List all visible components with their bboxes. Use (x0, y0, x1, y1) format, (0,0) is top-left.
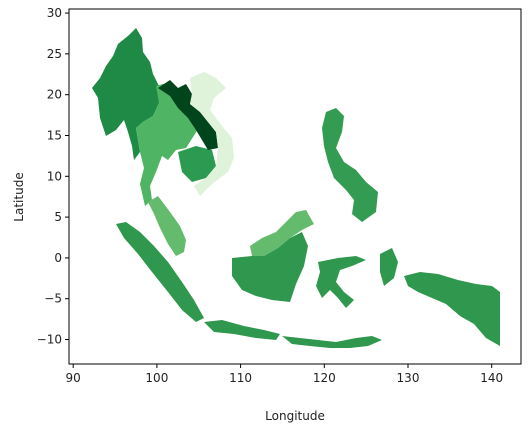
y-tick-label: 0 (54, 251, 62, 265)
region-malaysia-borneo (250, 210, 314, 256)
y-tick-label: 30 (47, 6, 62, 20)
region-papua (404, 272, 500, 346)
plot-axes: 90 100 110 120 130 140 −10 −5 0 5 10 15 20 25 30 Long… (12, 6, 522, 423)
y-axis-label: Latitude (12, 172, 26, 221)
y-tick-label: 15 (47, 128, 62, 142)
y-tick-label: −10 (37, 333, 62, 347)
region-vietnam (190, 72, 234, 196)
plot-frame (68, 8, 522, 365)
y-tick-label: 25 (47, 47, 62, 61)
x-tick-label: 110 (229, 371, 252, 385)
region-indonesia-kalimantan (232, 232, 308, 302)
region-indonesia-sumatra (116, 222, 204, 322)
x-tick-label: 100 (145, 371, 168, 385)
region-philippines (322, 108, 378, 222)
x-axis-label: Longitude (265, 409, 325, 423)
region-indonesia-sulawesi (316, 256, 366, 308)
region-indonesia-sunda (282, 336, 382, 348)
y-tick-label: 20 (47, 88, 62, 102)
x-tick-label: 130 (397, 371, 420, 385)
y-tick-label: −5 (44, 292, 62, 306)
map-regions (92, 28, 500, 348)
x-tick-label: 90 (66, 371, 81, 385)
region-indonesia-maluku (380, 248, 398, 286)
y-tick-label: 5 (54, 210, 62, 224)
region-indonesia-java (204, 320, 280, 340)
x-axis-ticks: 90 100 110 120 130 140 (66, 364, 503, 385)
region-laos (158, 80, 218, 150)
region-myanmar (92, 28, 160, 160)
x-tick-label: 140 (480, 371, 503, 385)
y-axis-ticks: −10 −5 0 5 10 15 20 25 30 (37, 6, 69, 347)
x-tick-label: 120 (313, 371, 336, 385)
region-malaysia-peninsula (148, 196, 186, 256)
region-cambodia (178, 146, 216, 182)
y-tick-label: 10 (47, 169, 62, 183)
